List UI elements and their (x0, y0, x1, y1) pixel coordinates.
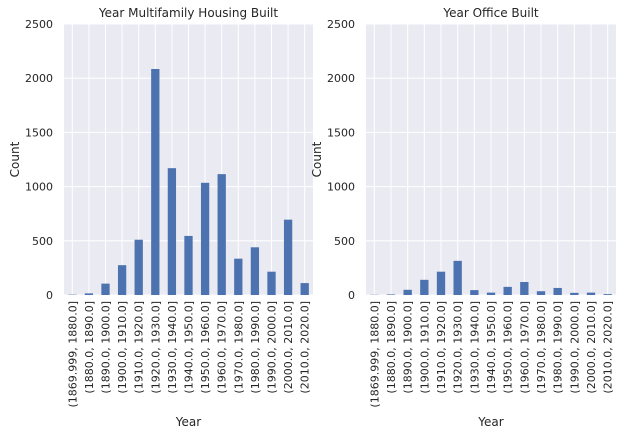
x-axis-label: Year (477, 415, 503, 429)
x-tick-label: (1869.999, 1880.0] (368, 301, 381, 408)
x-tick-label: (1990.0, 2000.0] (568, 301, 581, 394)
y-tick-label: 2500 (25, 18, 53, 31)
bar-9 (503, 286, 512, 295)
bar-14 (586, 292, 596, 295)
bar-10 (520, 281, 529, 295)
x-tick-label: (1880.0, 1890.0] (83, 301, 96, 394)
bar-6 (453, 260, 462, 295)
x-tick-label: (2010.0, 2020.0] (299, 301, 312, 394)
y-tick-label: 1000 (327, 181, 355, 194)
y-tick-label: 500 (334, 235, 355, 248)
y-tick-label: 2000 (327, 72, 355, 85)
x-axis-label: Year (175, 415, 201, 429)
bar-5 (134, 239, 143, 295)
x-tick-label: (1920.0, 1930.0] (452, 301, 465, 394)
x-tick-label: (1900.0, 1910.0] (418, 301, 431, 394)
x-tick-label: (1950.0, 1960.0] (199, 301, 212, 394)
x-tick-label: (1890.0, 1900.0] (402, 301, 415, 394)
x-tick-label: (1910.0, 1920.0] (133, 301, 146, 394)
bar-6 (151, 68, 160, 296)
x-tick-label: (1970.0, 1980.0] (232, 301, 245, 394)
x-tick-label: (1940.0, 1950.0] (485, 301, 498, 394)
bar-3 (403, 289, 412, 295)
y-tick-label: 2000 (25, 72, 53, 85)
bar-4 (420, 279, 429, 295)
x-tick-label: (2010.0, 2020.0] (602, 301, 615, 394)
bar-9 (200, 182, 210, 295)
y-axis-label: Count (310, 141, 324, 177)
bar-15 (603, 294, 612, 295)
bar-13 (570, 292, 579, 295)
bar-5 (436, 271, 446, 295)
bar-8 (486, 292, 496, 295)
bar-13 (267, 271, 276, 295)
x-tick-label: (1869.999, 1880.0] (66, 301, 79, 408)
chart-title: Year Office Built (442, 6, 539, 20)
x-tick-label: (1970.0, 1980.0] (535, 301, 548, 394)
bar-8 (184, 235, 193, 295)
x-tick-label: (1950.0, 1960.0] (502, 301, 515, 394)
x-tick-label: (1930.0, 1940.0] (468, 301, 481, 394)
bar-2 (84, 293, 94, 295)
bar-11 (234, 258, 243, 295)
chart-title: Year Multifamily Housing Built (98, 6, 279, 20)
x-tick-label: (1910.0, 1920.0] (435, 301, 448, 394)
bar-7 (167, 168, 177, 295)
bar-2 (386, 294, 396, 295)
y-tick-label: 1000 (25, 181, 53, 194)
x-tick-label: (1960.0, 1970.0] (216, 301, 229, 394)
x-tick-label: (1980.0, 1990.0] (249, 301, 262, 394)
y-tick-label: 500 (32, 235, 53, 248)
bar-12 (250, 247, 260, 295)
y-tick-label: 2500 (327, 18, 355, 31)
y-tick-label: 1500 (25, 126, 53, 139)
bar-11 (536, 291, 546, 295)
chart-panel-2: 0 500 1000 1500 2000 2500 (1869.999, 1880.0] (1… (310, 6, 616, 429)
x-tick-label: (1960.0, 1970.0] (518, 301, 531, 394)
y-tick-label: 1500 (327, 126, 355, 139)
bar-10 (217, 174, 226, 295)
x-tick-label: (1920.0, 1930.0] (149, 301, 162, 394)
y-tick-label: 0 (46, 289, 53, 302)
x-tick-label: (2000.0, 2010.0] (282, 301, 295, 394)
x-tick-label: (1940.0, 1950.0] (183, 301, 196, 394)
x-tick-label: (1890.0, 1900.0] (100, 301, 113, 394)
bar-12 (553, 287, 562, 295)
bar-14 (283, 219, 293, 295)
chart-panel-1: 0 500 1000 1500 2000 2500 (1869.999, 1880.0] (1… (8, 6, 313, 429)
bar-15 (300, 283, 309, 295)
y-tick-label: 0 (348, 289, 355, 302)
x-tick-label: (1980.0, 1990.0] (552, 301, 565, 394)
bar-3 (101, 283, 110, 295)
y-axis-label: Count (8, 141, 22, 177)
x-tick-label: (1990.0, 2000.0] (266, 301, 279, 394)
x-tick-label: (1880.0, 1890.0] (385, 301, 398, 394)
x-tick-label: (1930.0, 1940.0] (166, 301, 179, 394)
x-tick-label: (1900.0, 1910.0] (116, 301, 129, 394)
bar-7 (470, 290, 479, 295)
bar-4 (117, 265, 127, 295)
x-tick-label: (2000.0, 2010.0] (585, 301, 598, 394)
